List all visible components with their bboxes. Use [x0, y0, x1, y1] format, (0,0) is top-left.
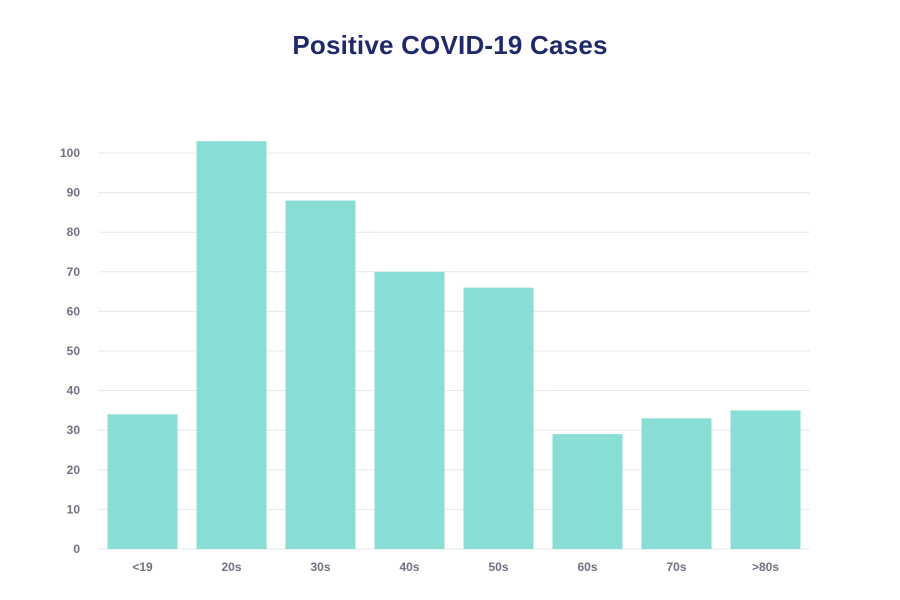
y-tick-label: 90 [67, 186, 81, 200]
x-tick-label: 20s [221, 560, 241, 574]
y-tick-label: 100 [60, 146, 80, 160]
y-tick-label: 80 [67, 225, 81, 239]
y-tick-label: 20 [67, 463, 81, 477]
y-tick-label: 70 [67, 265, 81, 279]
x-tick-label: 70s [666, 560, 686, 574]
x-tick-label: >80s [752, 560, 779, 574]
y-tick-label: 40 [67, 384, 81, 398]
y-tick-label: 50 [67, 344, 81, 358]
y-tick-label: 30 [67, 423, 81, 437]
bar [463, 287, 534, 549]
x-tick-label: 50s [488, 560, 508, 574]
bar [196, 141, 267, 549]
y-tick-label: 60 [67, 304, 81, 318]
bar [107, 414, 178, 549]
x-tick-label: <19 [132, 560, 153, 574]
x-axis-ticks: <19 20s 30s 40s 50s 60s 70s >80s [132, 560, 779, 574]
bar [285, 200, 356, 549]
x-tick-label: 40s [399, 560, 419, 574]
bar [552, 434, 623, 549]
chart-title: Positive COVID-19 Cases [292, 30, 608, 60]
bar [641, 418, 712, 549]
x-tick-label: 30s [310, 560, 330, 574]
y-tick-label: 10 [67, 502, 81, 516]
y-tick-label: 0 [73, 542, 80, 556]
y-axis-ticks: 0 10 20 30 40 50 60 70 80 90 100 [60, 146, 80, 556]
bar [730, 410, 801, 549]
bar [374, 271, 445, 549]
x-tick-label: 60s [577, 560, 597, 574]
bars [107, 141, 801, 549]
